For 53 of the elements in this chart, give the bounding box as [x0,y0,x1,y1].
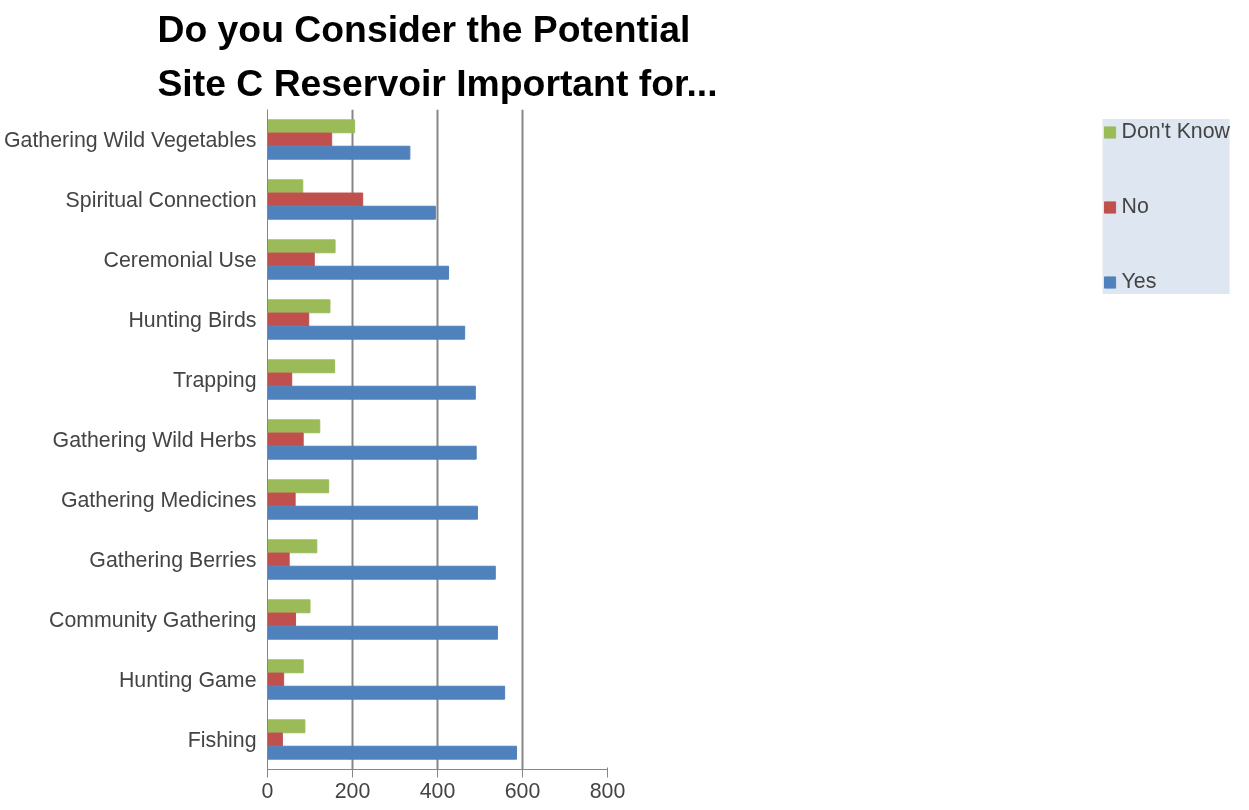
bar [267,265,450,280]
y-tick-label: Spiritual Connection [65,187,257,212]
y-tick-label: Hunting Game [118,667,257,692]
bar [267,552,290,567]
legend-label: Yes [1121,269,1157,294]
bar [267,479,330,494]
bar [267,612,297,627]
bar [267,539,318,554]
x-tick-label: 800 [589,778,626,803]
bar [267,432,304,447]
y-tick-label: Hunting Birds [128,307,257,332]
x-tick-label: 400 [419,778,456,803]
legend-label: No [1121,194,1149,219]
bar [267,505,478,520]
legend-label: Don't Know [1121,119,1230,144]
y-tick-label: Gathering Medicines [60,487,257,512]
bar [267,252,315,267]
bar [267,132,333,147]
bar [267,599,311,614]
bar [267,732,283,747]
x-tick-label: 200 [334,778,371,803]
bar [267,419,321,434]
bar [267,659,304,674]
bar [267,565,496,580]
bar [267,445,477,460]
bar [267,685,506,700]
x-tick-label: 600 [504,778,541,803]
bar [267,145,411,160]
bar [267,385,476,400]
bar [267,719,306,734]
y-tick-label: Ceremonial Use [103,247,257,272]
y-tick-label: Fishing [187,727,257,752]
bar [267,359,336,374]
bar [267,179,304,194]
bar [267,492,296,507]
bar [267,192,364,207]
bar [267,672,285,687]
bar [267,119,356,134]
bar [267,372,293,387]
bar [267,625,498,640]
bar [267,239,336,254]
bar [267,205,436,220]
bar [267,325,466,340]
y-tick-label: Trapping [173,367,257,392]
bar [267,312,310,327]
y-tick-label: Community Gathering [49,607,257,632]
y-tick-label: Gathering Wild Vegetables [3,127,257,152]
bar [267,299,331,314]
chart-title: Do you Consider the Potential Site C Reservoir Important for... [157,7,718,105]
y-tick-label: Gathering Wild Herbs [52,427,257,452]
x-tick-label: 0 [261,778,274,803]
y-tick-label: Gathering Berries [89,547,257,572]
bar [267,745,518,760]
